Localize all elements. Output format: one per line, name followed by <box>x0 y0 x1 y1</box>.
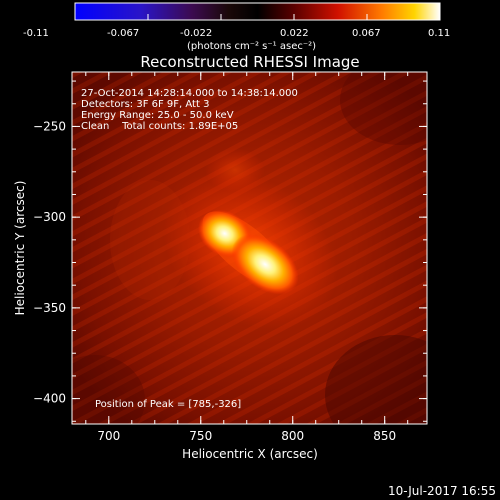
colorbar-tick-label: 0.022 <box>280 28 309 39</box>
y-tick-label: −350 <box>33 301 66 315</box>
image-area <box>72 72 427 424</box>
info-time-range: 27-Oct-2014 14:28:14.000 to 14:38:14.000 <box>81 88 298 99</box>
peak-position-label: Position of Peak = [785,-326] <box>95 399 241 410</box>
info-energy-range: Energy Range: 25.0 - 50.0 keV <box>81 110 234 121</box>
x-tick-label: 750 <box>189 429 212 443</box>
x-tick-label: 850 <box>373 429 396 443</box>
y-tick-label: −300 <box>33 210 66 224</box>
info-clean-counts: Clean Total counts: 1.89E+05 <box>81 121 238 132</box>
sources-layer <box>198 209 299 295</box>
colorbar-tick-label: 0.067 <box>352 28 381 39</box>
info-detectors: Detectors: 3F 6F 9F, Att 3 <box>81 99 209 110</box>
colorbar-tick-label: -0.11 <box>23 28 49 39</box>
chart-title: Reconstructed RHESSI Image <box>140 53 359 71</box>
plot-frame <box>71 71 428 425</box>
y-tick-label: −250 <box>33 119 66 133</box>
x-tick-label: 700 <box>97 429 120 443</box>
colorbar-tick-label: 0.11 <box>428 28 450 39</box>
colorbar <box>74 2 441 21</box>
colorbar-tick-label: -0.022 <box>180 28 212 39</box>
colorbar-units: (photons cm⁻² s⁻¹ asec⁻²) <box>187 41 316 52</box>
colorbar-ticks <box>74 14 441 20</box>
y-tick-label: −400 <box>33 392 66 406</box>
axes: 700 750 800 850 −250 −300 −350 −400 <box>33 72 427 443</box>
x-axis-label: Heliocentric X (arcsec) <box>182 447 318 461</box>
x-tick-label: 800 <box>281 429 304 443</box>
source-2 <box>231 234 299 295</box>
colorbar-tick-label: -0.067 <box>107 28 139 39</box>
timestamp: 10-Jul-2017 16:55 <box>388 484 496 498</box>
y-axis-label: Heliocentric Y (arcsec) <box>13 181 27 316</box>
